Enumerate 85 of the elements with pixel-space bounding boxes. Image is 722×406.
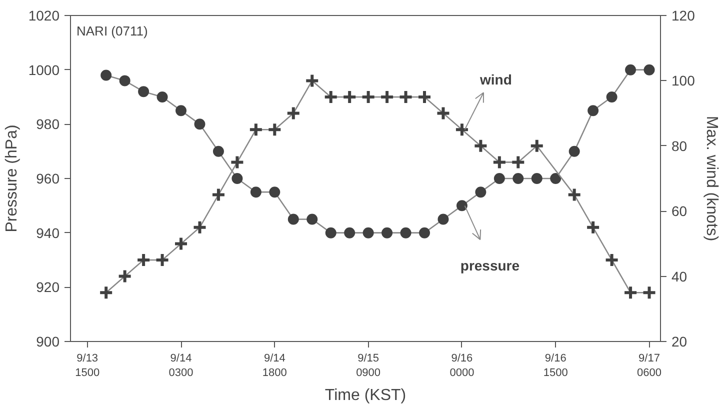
point xyxy=(456,200,468,212)
point xyxy=(323,90,338,104)
point xyxy=(267,122,282,138)
point xyxy=(232,173,243,184)
x-tick-label: 9/16 0000 xyxy=(450,352,474,379)
point xyxy=(438,214,449,225)
point xyxy=(362,227,374,238)
point xyxy=(119,75,130,86)
point xyxy=(100,70,112,81)
y2-tick-label: 20 xyxy=(672,334,688,350)
point xyxy=(360,90,376,104)
x-tick-label: 9/17 0600 xyxy=(637,352,662,379)
y2-tick-label: 40 xyxy=(672,268,688,284)
y-tick-label: 900 xyxy=(36,334,60,350)
point xyxy=(400,227,412,238)
point xyxy=(606,92,618,102)
point xyxy=(512,173,524,184)
point xyxy=(210,187,226,202)
y2-tick-label: 60 xyxy=(672,203,688,220)
point xyxy=(98,285,114,300)
y2-tick-label: 100 xyxy=(672,72,696,89)
point xyxy=(176,105,187,116)
point xyxy=(492,154,507,170)
point xyxy=(194,118,206,130)
point xyxy=(342,90,358,104)
point xyxy=(531,173,542,184)
point xyxy=(568,146,580,157)
point xyxy=(398,90,414,104)
point xyxy=(304,73,320,88)
y-tick-label: 1000 xyxy=(28,62,60,78)
point xyxy=(642,285,657,300)
y-tick-label: 940 xyxy=(36,224,60,241)
point xyxy=(644,64,655,76)
y-tick-label: 980 xyxy=(36,116,60,132)
x-tick-label: 9/13 1500 xyxy=(75,352,100,379)
point xyxy=(586,220,601,235)
y-axis-title: Pressure (hPa) xyxy=(3,124,20,232)
point xyxy=(269,186,280,198)
point xyxy=(156,92,168,102)
point xyxy=(117,268,132,284)
x-axis-title: Time (KST) xyxy=(324,386,406,404)
point xyxy=(625,64,636,76)
point xyxy=(192,220,208,235)
point xyxy=(248,122,264,138)
point xyxy=(566,187,582,202)
point xyxy=(250,186,262,198)
point xyxy=(529,138,544,154)
point xyxy=(288,214,299,225)
point xyxy=(325,227,336,238)
point xyxy=(417,90,432,104)
annotation: NARI (0711) xyxy=(76,24,148,38)
point xyxy=(454,122,470,138)
y2-tick-label: 80 xyxy=(672,138,688,154)
point xyxy=(212,146,224,157)
point xyxy=(436,106,451,121)
point xyxy=(136,252,152,268)
point xyxy=(380,90,395,104)
point xyxy=(588,105,599,116)
y-tick-label: 960 xyxy=(36,170,60,186)
point xyxy=(419,227,430,238)
point xyxy=(230,154,245,170)
point xyxy=(550,173,562,184)
point xyxy=(306,214,318,225)
point xyxy=(382,227,393,238)
point xyxy=(344,227,356,238)
y-tick-label: 1020 xyxy=(28,8,60,24)
x-tick-label: 9/15 0900 xyxy=(356,352,381,379)
point xyxy=(473,138,488,154)
point xyxy=(475,186,486,198)
point xyxy=(510,154,526,170)
point xyxy=(286,106,301,121)
point xyxy=(623,285,638,300)
point xyxy=(494,173,505,184)
y-tick-label: 920 xyxy=(36,279,60,296)
point xyxy=(604,252,620,268)
x-tick-label: 9/16 1500 xyxy=(543,352,568,379)
text: wind xyxy=(479,72,512,88)
x-tick-label: 9/14 1800 xyxy=(262,352,287,379)
text: pressure xyxy=(460,258,520,274)
point xyxy=(138,86,150,98)
y2-axis-title: Max. wind (knots) xyxy=(702,116,720,242)
point xyxy=(174,236,189,252)
point xyxy=(154,252,170,268)
x-tick-label: 9/14 0300 xyxy=(168,352,194,379)
y2-tick-label: 120 xyxy=(672,8,696,24)
